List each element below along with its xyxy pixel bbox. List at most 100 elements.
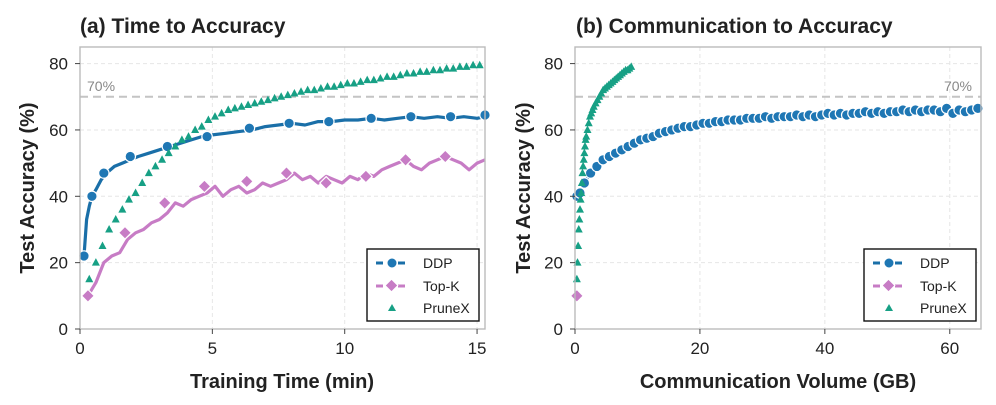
series-line-ddp xyxy=(82,115,486,257)
panel-b-ref-label: 70% xyxy=(944,78,972,94)
data-point-prunex xyxy=(303,85,312,94)
panel-a-legend-box xyxy=(366,248,480,322)
data-point-topk xyxy=(80,288,96,304)
panel-a-plot-area xyxy=(78,60,491,304)
data-point-prunex xyxy=(580,142,589,150)
data-point-topk xyxy=(398,152,413,168)
data-point-prunex xyxy=(244,100,253,109)
data-point-ddp xyxy=(124,150,137,163)
data-point-prunex xyxy=(356,77,365,85)
data-point-prunex xyxy=(579,161,588,170)
panel-b-ticks: 0 20 40 60 0 20 40 60 80 xyxy=(544,55,959,358)
data-point-prunex xyxy=(429,65,438,74)
data-point-prunex xyxy=(579,155,588,163)
data-point-prunex xyxy=(330,82,339,90)
data-point-prunex xyxy=(578,168,587,177)
data-point-prunex xyxy=(131,188,140,196)
panel-a-x-axis-label: Training Time (min) xyxy=(190,371,374,393)
data-point-prunex xyxy=(230,103,239,112)
data-point-prunex xyxy=(310,85,319,94)
panel-a-axes-frame xyxy=(79,46,486,330)
data-point-prunex xyxy=(151,161,160,170)
data-point-topk xyxy=(239,174,254,189)
legend-entry-ddp: DDP xyxy=(376,255,453,271)
data-point-prunex xyxy=(574,224,583,233)
data-point-prunex xyxy=(416,67,425,75)
data-point-ddp xyxy=(365,112,377,125)
data-point-prunex xyxy=(436,65,444,74)
data-point-topk xyxy=(569,288,585,304)
data-point-prunex xyxy=(575,215,584,223)
data-point-ddp xyxy=(405,110,417,123)
panel-b-plot-area xyxy=(569,62,984,304)
data-point-prunex xyxy=(224,105,233,114)
data-point-prunex xyxy=(402,69,411,77)
panel-a-y-axis-label: Test Accuracy (%) xyxy=(17,102,39,273)
legend-ddp-marker xyxy=(386,257,398,269)
y-tick-label: 0 xyxy=(59,320,68,339)
data-point-prunex xyxy=(164,148,173,157)
data-point-prunex xyxy=(455,62,464,70)
data-point-prunex xyxy=(469,60,478,69)
data-point-prunex xyxy=(409,69,418,77)
data-point-prunex xyxy=(85,274,94,283)
legend-ddp-marker xyxy=(883,257,895,269)
y-tick-label: 40 xyxy=(49,187,68,206)
x-tick-label: 15 xyxy=(468,339,487,358)
data-point-prunex xyxy=(144,168,153,177)
panel-a-legend: DDP Top-K PruneX xyxy=(366,248,480,322)
data-point-prunex xyxy=(263,95,272,104)
data-point-prunex xyxy=(583,125,592,133)
data-point-prunex xyxy=(171,142,180,150)
data-point-prunex xyxy=(627,62,636,70)
data-point-prunex xyxy=(389,72,398,80)
data-point-topk xyxy=(197,179,212,194)
data-point-prunex xyxy=(184,132,193,140)
data-point-ddp xyxy=(444,110,457,123)
data-point-topk xyxy=(279,165,294,181)
data-point-prunex xyxy=(442,64,451,72)
data-point-prunex xyxy=(582,132,591,140)
x-tick-label: 10 xyxy=(335,339,354,358)
data-point-prunex xyxy=(283,90,292,99)
x-tick-label: 20 xyxy=(690,339,709,358)
panel-a-title: (a) Time to Accuracy xyxy=(80,15,286,38)
data-point-prunex xyxy=(177,135,186,143)
data-point-prunex xyxy=(349,78,358,87)
data-point-ddp xyxy=(86,190,98,203)
x-tick-label: 0 xyxy=(75,339,84,358)
legend-prunex-label: PruneX xyxy=(423,300,470,316)
y-tick-label: 40 xyxy=(544,187,563,206)
panel-a-ref-label: 70% xyxy=(87,78,115,94)
y-tick-label: 80 xyxy=(544,55,563,74)
data-point-prunex xyxy=(376,74,385,82)
data-point-prunex xyxy=(316,83,325,92)
data-point-ddp xyxy=(161,140,174,153)
y-tick-label: 20 xyxy=(49,254,68,273)
data-point-prunex xyxy=(237,102,246,110)
y-tick-label: 60 xyxy=(544,121,563,140)
x-tick-label: 0 xyxy=(570,339,579,358)
data-point-prunex xyxy=(290,88,299,97)
data-point-ddp xyxy=(283,117,295,130)
data-point-ddp xyxy=(201,130,213,143)
y-tick-label: 60 xyxy=(49,121,68,140)
data-point-prunex xyxy=(211,112,219,120)
data-point-topk xyxy=(157,195,172,211)
data-point-prunex xyxy=(204,115,213,123)
data-point-prunex xyxy=(98,241,107,250)
data-point-prunex xyxy=(422,67,431,75)
panel-b-title: (b) Communication to Accuracy xyxy=(576,15,893,38)
data-point-topk xyxy=(318,175,334,191)
data-point-prunex xyxy=(574,241,583,250)
data-point-prunex xyxy=(124,195,133,203)
legend-prunex-marker xyxy=(885,304,893,311)
data-point-ddp xyxy=(323,115,335,128)
data-point-prunex xyxy=(197,122,206,130)
legend-prunex-label: PruneX xyxy=(920,300,967,316)
data-point-prunex xyxy=(575,205,584,213)
panel-b-x-axis-label: Communication Volume (GB) xyxy=(640,371,916,393)
data-point-ddp xyxy=(78,250,90,262)
data-point-prunex xyxy=(580,148,589,157)
legend-entry-prunex: PruneX xyxy=(388,300,470,316)
